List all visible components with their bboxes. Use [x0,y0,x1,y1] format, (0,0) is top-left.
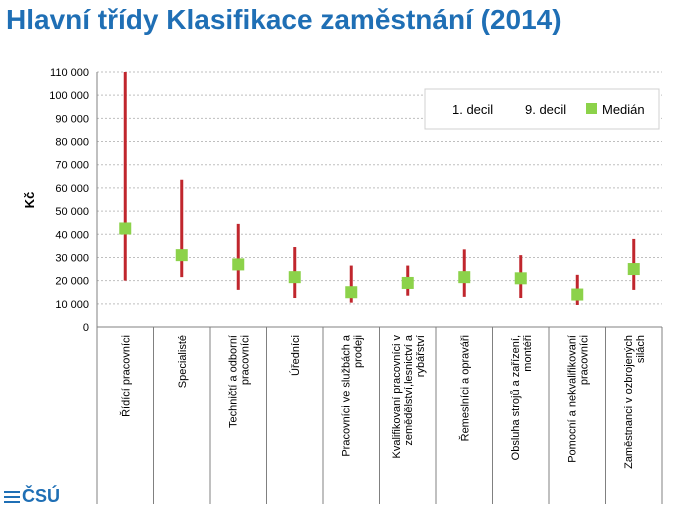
logo-text: ČSÚ [22,486,61,506]
legend-label: 9. decil [525,102,566,117]
x-tick-label: Řídící pracovníci [119,335,132,417]
x-tick-label: pracovníci [578,335,590,385]
legend-median-swatch [586,103,597,114]
median-marker [401,276,414,289]
y-tick-label: 70 000 [55,160,89,172]
median-marker [571,288,584,301]
median-marker [175,249,188,262]
x-tick-label: zemědělství,lesnictví a [403,334,415,446]
legend-box [424,88,660,130]
logo-lines-icon [4,491,20,506]
y-tick-label: 30 000 [55,252,89,264]
y-tick-label: 90 000 [55,113,89,125]
csu-logo: ČSÚ [4,486,74,508]
x-tick-label: Pracovníci ve službách a [340,334,352,457]
x-tick-label: rybářství [415,335,427,377]
legend-label: 1. decil [452,102,493,117]
median-marker [627,263,640,276]
median-marker [345,286,358,299]
median-marker [458,271,471,284]
median-marker [119,222,132,235]
median-marker [232,258,245,271]
x-tick-label: Pomocní a nekvalifikovaní [566,335,578,463]
y-tick-label: 40 000 [55,229,89,241]
x-tick-label: Řemeslníci a opraváři [458,335,471,441]
x-tick-label: Úředníci [289,335,302,376]
x-tick-label: pracovníci [239,335,251,385]
x-tick-label: silách [635,335,647,363]
x-tick-label: Zaměstnanci v ozbrojených [623,335,635,469]
legend-label: Medián [602,102,645,117]
y-axis-label: Kč [22,192,37,209]
y-tick-label: 100 000 [49,90,89,102]
y-tick-label: 80 000 [55,137,89,149]
x-tick-label: Kvalifikovaní pracovníci v [391,335,403,459]
y-tick-label: 10 000 [55,299,89,311]
y-tick-label: 0 [83,322,89,334]
x-tick-label: Obsluha strojů a zařízení, [510,335,522,460]
y-tick-label: 60 000 [55,183,89,195]
x-tick-label: prodeji [352,335,364,368]
y-tick-label: 20 000 [55,276,89,288]
median-marker [288,271,301,284]
y-tick-label: 50 000 [55,206,89,218]
x-tick-label: Specialisté [177,335,189,388]
y-tick-label: 110 000 [50,67,89,79]
x-tick-label: montéři [522,335,534,372]
median-marker [514,272,527,285]
page-title: Hlavní třídy Klasifikace zaměstnání (201… [6,4,562,35]
x-tick-label: Techničtí a odborní [227,335,239,428]
